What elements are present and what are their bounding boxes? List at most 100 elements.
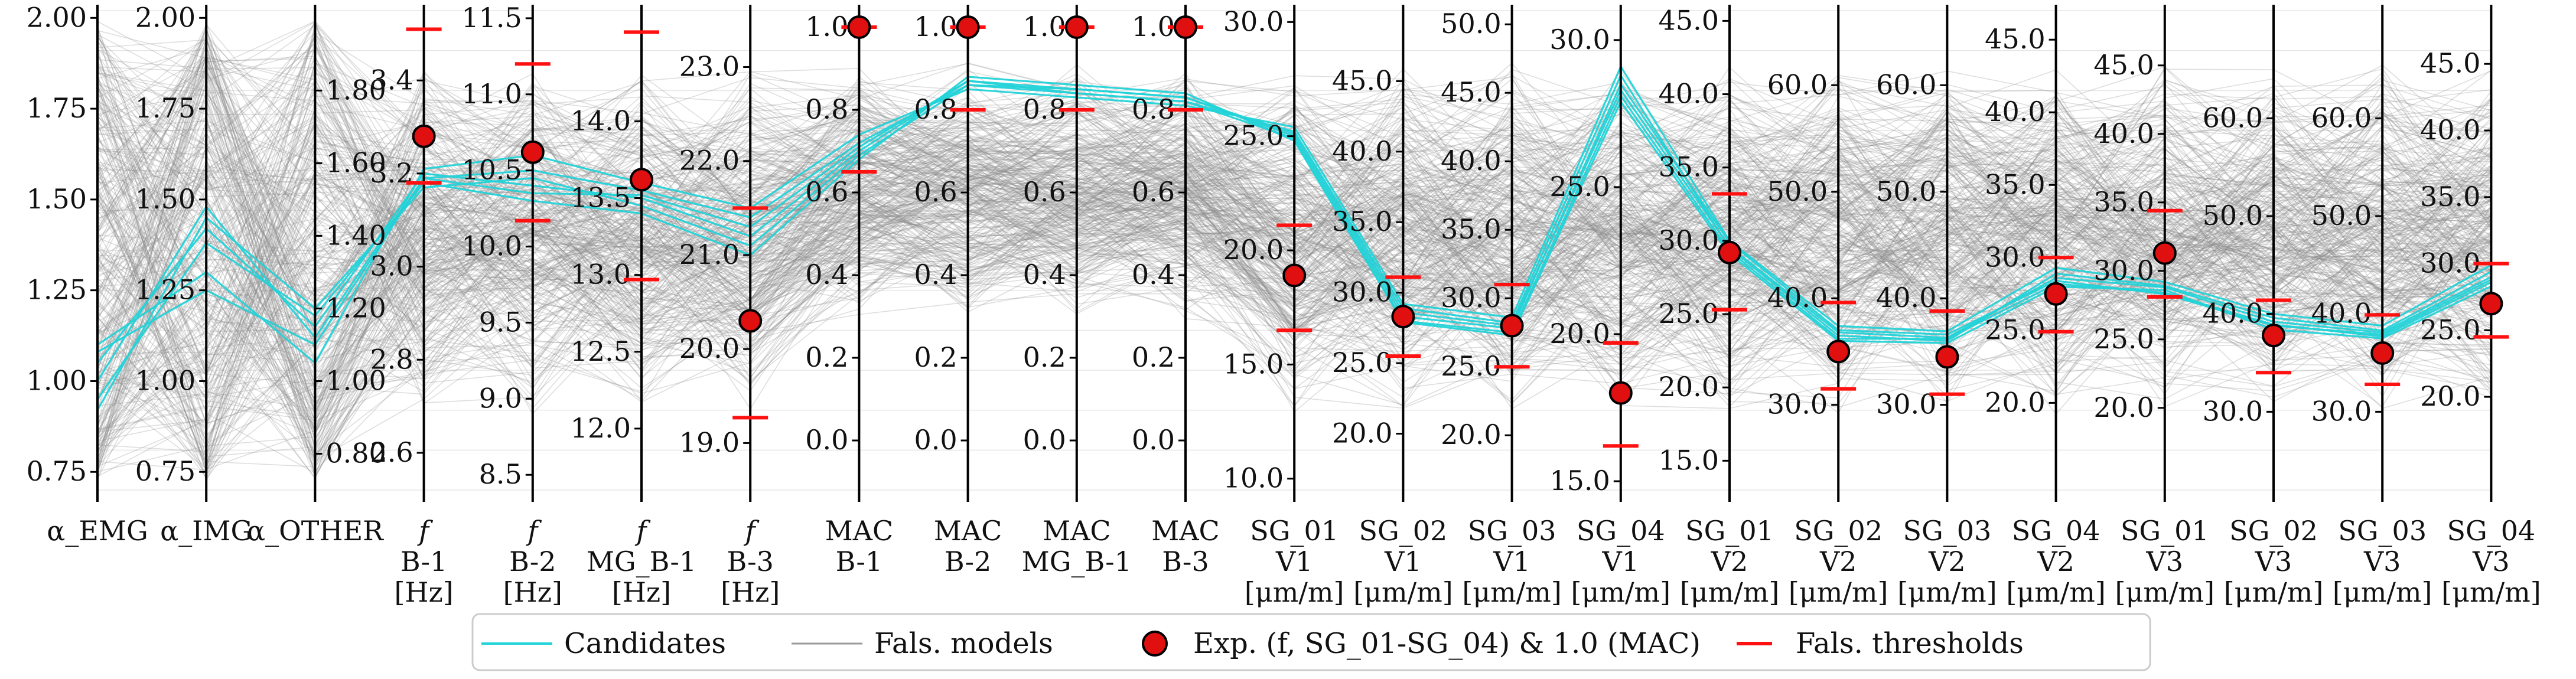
tick-label-f_b3: 21.0 [679,239,740,270]
axis-title-f_b2: [Hz] [503,576,562,608]
tick-label-sg02_v1: 20.0 [1332,417,1392,449]
tick-label-sg01_v3: 40.0 [2093,117,2154,149]
tick-label-f_b2: 11.0 [461,78,522,110]
tick-label-sg03_v1: 40.0 [1441,145,1501,177]
axis-title-sg02_v2: V2 [1819,546,1857,577]
legend-experiment-label: Exp. (f, SG_01-SG_04) & 1.0 (MAC) [1193,627,1701,660]
tick-label-a_other: 1.60 [325,146,386,178]
legend-box [471,613,2151,671]
tick-label-sg03_v1: 45.0 [1441,76,1501,108]
tick-label-mac_b2: 1.0 [914,11,957,43]
tick-label-a_emg: 1.75 [27,92,87,124]
axis-title-f_b3: f [744,515,760,547]
tick-label-sg03_v3: 30.0 [2311,395,2372,427]
tick-label-a_emg: 2.00 [27,1,87,33]
axis-title-sg02_v1: V1 [1384,546,1422,577]
legend-fals-models-label: Fals. models [874,627,1053,660]
axis-title-a_other: α_OTHER [247,515,384,547]
tick-label-f_b3: 22.0 [679,145,740,177]
axis-title-f_b2: B-2 [509,546,556,577]
experiment-point-mac_b1 [847,15,871,39]
legend: Candidates Fals. models Exp. (f, SG_01-S… [471,613,2151,671]
experiment-point-mac_b3 [1174,15,1197,39]
axis-title-mac_b2: B-2 [945,546,991,577]
tick-label-sg04_v3: 35.0 [2420,181,2480,213]
axis-title-sg01_v1: [μm/m] [1245,576,1344,608]
experiment-point-f_b2 [520,140,545,164]
axis-title-sg02_v3: SG_02 [2229,515,2318,547]
tick-label-f_b3: 19.0 [679,426,740,458]
axis-title-sg04_v3: V3 [2472,546,2510,577]
experiment-point-f_b3 [738,309,763,333]
tick-label-f_b2: 8.5 [479,458,522,490]
tick-label-sg04_v2: 45.0 [1985,23,2045,55]
axis-title-mac_b3: B-3 [1162,546,1209,577]
tick-label-sg03_v3: 40.0 [2311,298,2372,329]
tick-label-sg02_v2: 40.0 [1767,282,1828,314]
tick-label-sg04_v2: 30.0 [1985,241,2045,273]
tick-label-f_mgb1: 13.5 [571,182,631,214]
tick-label-f_b2: 9.0 [479,382,522,414]
axis-title-f_b1: [Hz] [394,576,453,608]
tick-label-a_img: 2.00 [135,1,196,33]
tick-label-a_other: 0.80 [325,437,386,469]
tick-label-sg01_v1: 30.0 [1223,5,1284,37]
tick-label-f_b1: 3.2 [370,157,413,189]
tick-label-sg02_v2: 30.0 [1767,389,1828,420]
tick-label-mac_mgb1: 0.6 [1023,176,1066,208]
tick-label-sg04_v3: 20.0 [2420,380,2480,412]
axes: 0.75 1.00 1.25 1.50 1.75 2.00 α_EMG 0.75 1.00 1.2… [27,1,2541,608]
tick-label-f_b3: 23.0 [679,51,740,83]
axis-title-sg01_v2: V2 [1711,546,1748,577]
axis-title-sg04_v2: SG_04 [2012,515,2100,547]
tick-label-sg01_v1: 20.0 [1223,234,1284,266]
tick-label-sg03_v2: 30.0 [1876,389,1936,420]
tick-label-mac_b2: 0.6 [914,176,957,208]
axis-title-sg03_v1: SG_03 [1468,515,1556,547]
tick-label-sg02_v3: 50.0 [2203,200,2263,231]
experiment-point-sg03_v1 [1500,314,1524,338]
axis-title-mac_b3: MAC [1151,515,1220,547]
axis-title-f_mgb1: f [634,515,650,547]
tick-label-sg02_v1: 45.0 [1332,64,1392,96]
tick-label-sg04_v3: 25.0 [2420,314,2480,345]
tick-label-mac_b1: 0.4 [805,259,848,290]
axis-title-sg03_v3: V3 [2363,546,2401,577]
tick-label-sg01_v2: 35.0 [1659,151,1719,183]
tick-label-sg03_v2: 50.0 [1876,175,1936,207]
tick-label-a_img: 0.75 [135,455,196,487]
experiment-and-threshold-markers [406,15,2509,448]
tick-label-f_b1: 3.0 [370,250,413,282]
legend-candidates-label: Candidates [564,627,726,660]
tick-label-sg01_v3: 45.0 [2093,49,2154,81]
tick-label-f_b1: 2.6 [370,436,413,468]
tick-label-sg02_v3: 40.0 [2203,298,2263,329]
experiment-point-sg01_v1 [1282,263,1307,288]
legend-thresholds-label: Fals. thresholds [1796,627,2024,660]
tick-label-f_b2: 11.5 [461,2,522,34]
axis-title-sg03_v2: V2 [1928,546,1966,577]
tick-label-mac_mgb1: 1.0 [1023,11,1066,43]
tick-label-mac_mgb1: 0.2 [1023,341,1066,373]
axis-title-sg01_v2: [μm/m] [1680,576,1780,608]
axis-title-sg04_v2: [μm/m] [2006,576,2106,608]
tick-label-sg02_v1: 35.0 [1332,205,1392,237]
tick-label-sg01_v2: 30.0 [1659,224,1719,256]
axis-title-sg04_v1: SG_04 [1577,515,1665,547]
experiment-point-sg02_v1 [1391,305,1415,329]
axis-title-sg04_v1: [μm/m] [1571,576,1671,608]
axis-title-sg03_v3: SG_03 [2338,515,2427,547]
tick-label-sg01_v1: 25.0 [1223,120,1284,152]
tick-label-sg03_v2: 60.0 [1876,68,1936,100]
tick-label-f_mgb1: 13.0 [571,259,631,290]
tick-label-sg04_v2: 40.0 [1985,96,2045,128]
tick-label-mac_mgb1: 0.4 [1023,259,1066,290]
experiment-point-sg04_v3 [2479,292,2503,316]
axis-title-sg02_v2: [μm/m] [1789,576,1888,608]
experiment-point-f_b1 [412,124,436,148]
tick-label-mac_b1: 0.6 [805,176,848,208]
tick-label-sg01_v2: 25.0 [1659,298,1719,329]
tick-label-a_img: 1.00 [135,364,196,396]
axis-title-f_b1: B-1 [400,546,447,577]
experiment-point-sg03_v3 [2370,341,2395,365]
